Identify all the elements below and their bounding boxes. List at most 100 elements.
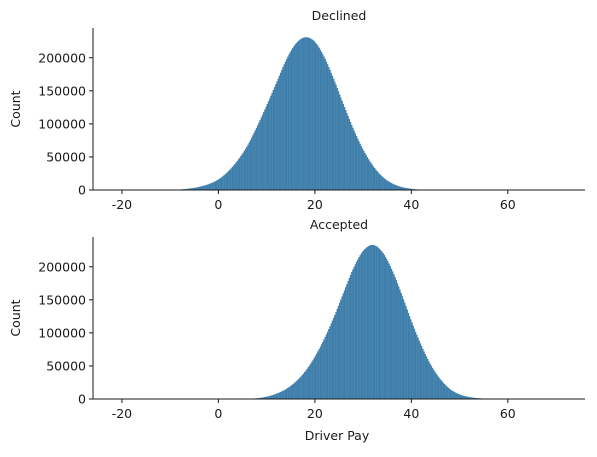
declined-bar: [255, 130, 256, 190]
accepted-bar: [442, 381, 443, 399]
declined-bar: [398, 186, 399, 190]
declined-bar: [350, 122, 351, 190]
accepted-bar: [372, 245, 373, 399]
declined-bar: [239, 158, 240, 190]
accepted-bar: [375, 246, 376, 399]
accepted-bar: [426, 357, 427, 399]
accepted-x-tick-label: -20: [112, 406, 132, 421]
accepted-bar: [386, 259, 387, 399]
declined-bar: [334, 82, 335, 190]
accepted-bar: [351, 272, 352, 399]
accepted-bar: [456, 393, 457, 399]
accepted-bar: [290, 386, 291, 399]
accepted-x-tick-label: 0: [214, 406, 222, 421]
accepted-bar: [393, 274, 394, 399]
declined-bar: [275, 84, 276, 190]
accepted-bar: [282, 391, 283, 399]
declined-bar: [298, 41, 299, 190]
declined-bar: [217, 180, 218, 190]
accepted-bar: [416, 335, 417, 399]
accepted-bar: [310, 364, 311, 399]
accepted-bar: [355, 264, 356, 399]
declined-bar: [355, 133, 356, 190]
declined-bar: [299, 40, 300, 190]
accepted-bar: [392, 271, 393, 399]
declined-bar: [200, 186, 201, 190]
accepted-bar: [309, 365, 310, 399]
accepted-y-axis-label: Count: [8, 299, 23, 336]
declined-bar: [357, 139, 358, 190]
accepted-bar: [315, 356, 316, 399]
declined-bar: [265, 107, 266, 190]
accepted-bar: [381, 251, 382, 399]
accepted-bar: [311, 362, 312, 399]
declined-bar: [209, 184, 210, 190]
declined-y-tick-label: 0: [78, 183, 86, 198]
accepted-bar: [319, 349, 320, 399]
declined-bar: [391, 183, 392, 190]
declined-bar: [303, 38, 304, 190]
declined-bar: [263, 112, 264, 190]
accepted-bar: [425, 354, 426, 399]
declined-bar: [267, 104, 268, 190]
declined-bar: [218, 179, 219, 190]
accepted-bar: [352, 269, 353, 399]
accepted-bar: [435, 373, 436, 399]
declined-bar: [244, 151, 245, 190]
declined-bar: [297, 42, 298, 190]
declined-bar: [227, 172, 228, 190]
declined-x-tick-label: -20: [112, 197, 132, 212]
declined-bar: [337, 88, 338, 190]
declined-bar: [252, 135, 253, 190]
declined-bar: [233, 166, 234, 190]
declined-bar: [238, 159, 239, 190]
declined-y-tick-label: 50000: [46, 149, 86, 164]
accepted-bar: [299, 378, 300, 399]
accepted-bar: [344, 290, 345, 399]
declined-bar: [312, 40, 313, 190]
accepted-x-axis-label: Driver Pay: [305, 428, 370, 443]
declined-bar: [343, 104, 344, 190]
declined-bar: [364, 153, 365, 190]
declined-bar: [325, 59, 326, 190]
declined-bar: [241, 154, 242, 190]
declined-bar: [308, 38, 309, 191]
declined-bar: [235, 163, 236, 190]
declined-bar: [311, 39, 312, 190]
declined-bar: [245, 149, 246, 190]
declined-bar: [367, 157, 368, 190]
declined-bar: [305, 37, 306, 190]
accepted-bar: [362, 252, 363, 399]
declined-bar: [258, 123, 259, 190]
declined-bar: [321, 52, 322, 190]
accepted-y-tick-label: 100000: [38, 325, 86, 340]
declined-bar: [339, 94, 340, 190]
accepted-bar: [346, 284, 347, 399]
accepted-bar: [444, 384, 445, 399]
accepted-bar: [402, 296, 403, 399]
accepted-bar: [399, 290, 400, 399]
declined-y-tick-label: 200000: [38, 50, 86, 65]
declined-bar: [221, 177, 222, 190]
declined-bar: [215, 181, 216, 190]
accepted-bar: [437, 375, 438, 399]
accepted-bar: [322, 342, 323, 399]
accepted-bar: [370, 245, 371, 399]
accepted-bar: [321, 344, 322, 399]
accepted-bar: [302, 375, 303, 399]
accepted-bar: [270, 396, 271, 399]
declined-bar: [223, 175, 224, 190]
accepted-bar: [452, 391, 453, 399]
accepted-bar: [347, 281, 348, 399]
declined-bar: [302, 38, 303, 190]
declined-bar: [358, 141, 359, 190]
declined-bar: [360, 144, 361, 190]
declined-bar: [366, 155, 367, 190]
declined-bar: [293, 46, 294, 190]
accepted-bar: [423, 351, 424, 399]
declined-bar: [284, 64, 285, 190]
accepted-bar: [408, 313, 409, 399]
accepted-bar: [380, 250, 381, 399]
declined-bar: [287, 57, 288, 190]
